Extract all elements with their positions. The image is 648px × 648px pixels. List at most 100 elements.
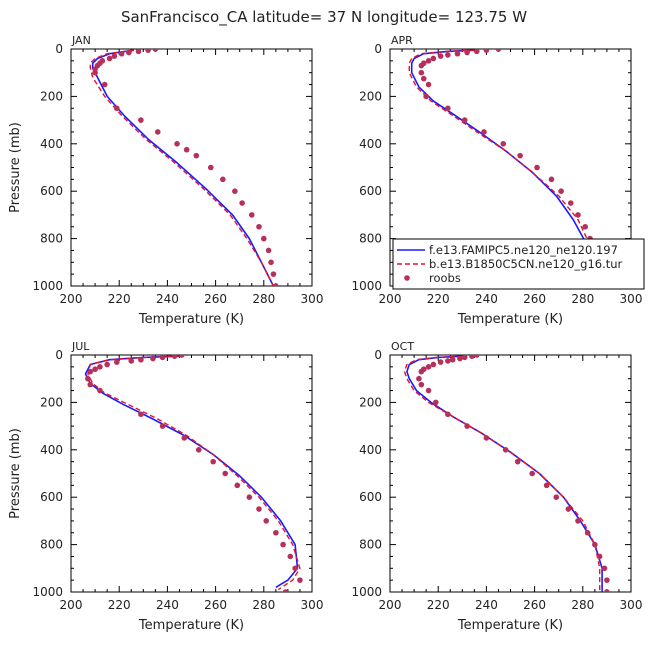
obs-point: [548, 176, 555, 183]
obs-point: [174, 141, 180, 147]
x-tick-label: 200: [60, 292, 83, 306]
obs-point: [152, 49, 159, 52]
obs-point: [265, 247, 272, 254]
obs-point: [87, 368, 94, 375]
legend-label: roobs: [429, 271, 461, 285]
series-line-model-coupled: [89, 49, 275, 286]
y-tick-label: 400: [40, 137, 63, 151]
obs-point: [256, 223, 262, 230]
obs-point: [222, 470, 229, 477]
panel-oct: 200 220 240 260 280 300 0 200 400 600 800 1000 Tempe…: [351, 340, 642, 633]
x-axis-label: Temperature (K): [138, 312, 244, 327]
x-tick-label: 220: [427, 292, 450, 306]
series-line-model-amip: [91, 49, 275, 286]
x-tick-label: 280: [252, 292, 275, 306]
x-tick-label: 200: [60, 598, 83, 612]
obs-point: [457, 355, 463, 362]
y-tick-label: 200: [40, 395, 63, 409]
plot-data: [84, 355, 303, 592]
obs-point: [195, 447, 202, 453]
obs-point: [159, 423, 166, 429]
y-tick-label: 0: [55, 348, 63, 362]
obs-point: [287, 553, 294, 560]
y-axis-label: Pressure (mb): [8, 428, 23, 519]
obs-point: [239, 200, 245, 206]
panel-label: JUL: [71, 340, 90, 353]
panel-jan: 200 220 240 260 280 300 0 200 400 600 800 1000 Tempe…: [8, 34, 323, 327]
panel-jul: 200 220 240 260 280 300 0 200 400 600 800 1000 Tempe…: [8, 340, 323, 633]
y-axis-label: Pressure (mb): [8, 122, 23, 213]
obs-point: [113, 359, 120, 365]
obs-point: [517, 152, 523, 159]
obs-point: [232, 188, 238, 194]
y-tick-label: 1000: [32, 585, 63, 599]
obs-point: [145, 49, 151, 53]
x-tick-label: 220: [108, 292, 131, 306]
obs-point: [92, 69, 98, 76]
obs-point: [425, 81, 432, 88]
obs-point: [514, 458, 521, 465]
obs-point: [543, 482, 550, 489]
obs-point: [604, 589, 610, 592]
x-tick-label: 240: [475, 598, 498, 612]
y-tick-label: 0: [374, 348, 382, 362]
series-line-model-amip: [410, 49, 596, 286]
obs-point: [432, 399, 439, 406]
obs-point: [292, 565, 298, 572]
x-tick-label: 300: [301, 598, 324, 612]
x-axis-label: Temperature (K): [138, 618, 244, 633]
obs-point: [97, 364, 103, 370]
obs-point: [111, 53, 118, 59]
x-axis-label: Temperature (K): [457, 312, 563, 327]
y-tick-label: 600: [40, 490, 63, 504]
x-tick-label: 260: [523, 598, 546, 612]
obs-point: [128, 358, 135, 364]
x-tick-label: 200: [379, 598, 402, 612]
x-tick-label: 280: [571, 292, 594, 306]
obs-point: [138, 356, 144, 363]
y-tick-label: 1000: [351, 585, 382, 599]
obs-point: [113, 105, 120, 112]
panel-apr: 200 220 240 260 280 300 0 200 400 600 800 1000 Tempe…: [351, 34, 645, 327]
x-tick-label: 260: [204, 292, 227, 306]
obs-point: [248, 212, 255, 218]
obs-point: [297, 577, 303, 583]
obs-point: [273, 529, 279, 536]
legend-swatch-dot: [404, 275, 410, 281]
obs-point: [425, 364, 432, 370]
obs-point: [270, 271, 277, 277]
obs-point: [481, 129, 487, 135]
obs-point: [604, 577, 610, 583]
x-tick-label: 240: [156, 292, 179, 306]
obs-point: [220, 176, 226, 183]
obs-point: [469, 355, 475, 359]
obs-point: [437, 359, 444, 365]
x-tick-label: 280: [571, 598, 594, 612]
obs-point: [207, 164, 214, 171]
x-tick-label: 300: [620, 598, 643, 612]
series-line-model-amip: [406, 355, 603, 592]
obs-point: [423, 93, 429, 100]
obs-point: [584, 529, 591, 536]
y-tick-label: 400: [359, 137, 382, 151]
obs-point: [282, 589, 289, 592]
obs-point: [85, 375, 91, 382]
obs-point: [445, 105, 451, 112]
x-tick-label: 240: [156, 598, 179, 612]
obs-point: [268, 259, 274, 266]
obs-point: [430, 361, 437, 368]
obs-point: [159, 355, 166, 361]
obs-point: [246, 494, 253, 501]
obs-point: [154, 129, 161, 135]
series-line-model-coupled: [408, 49, 598, 286]
obs-point: [473, 49, 480, 55]
obs-point: [445, 52, 451, 58]
y-tick-label: 600: [40, 184, 63, 198]
obs-point: [575, 518, 581, 524]
obs-point: [138, 411, 144, 418]
obs-point: [135, 49, 142, 55]
y-tick-label: 1000: [351, 279, 382, 293]
obs-point: [150, 355, 156, 362]
x-tick-label: 300: [301, 292, 324, 306]
obs-point: [529, 470, 535, 477]
